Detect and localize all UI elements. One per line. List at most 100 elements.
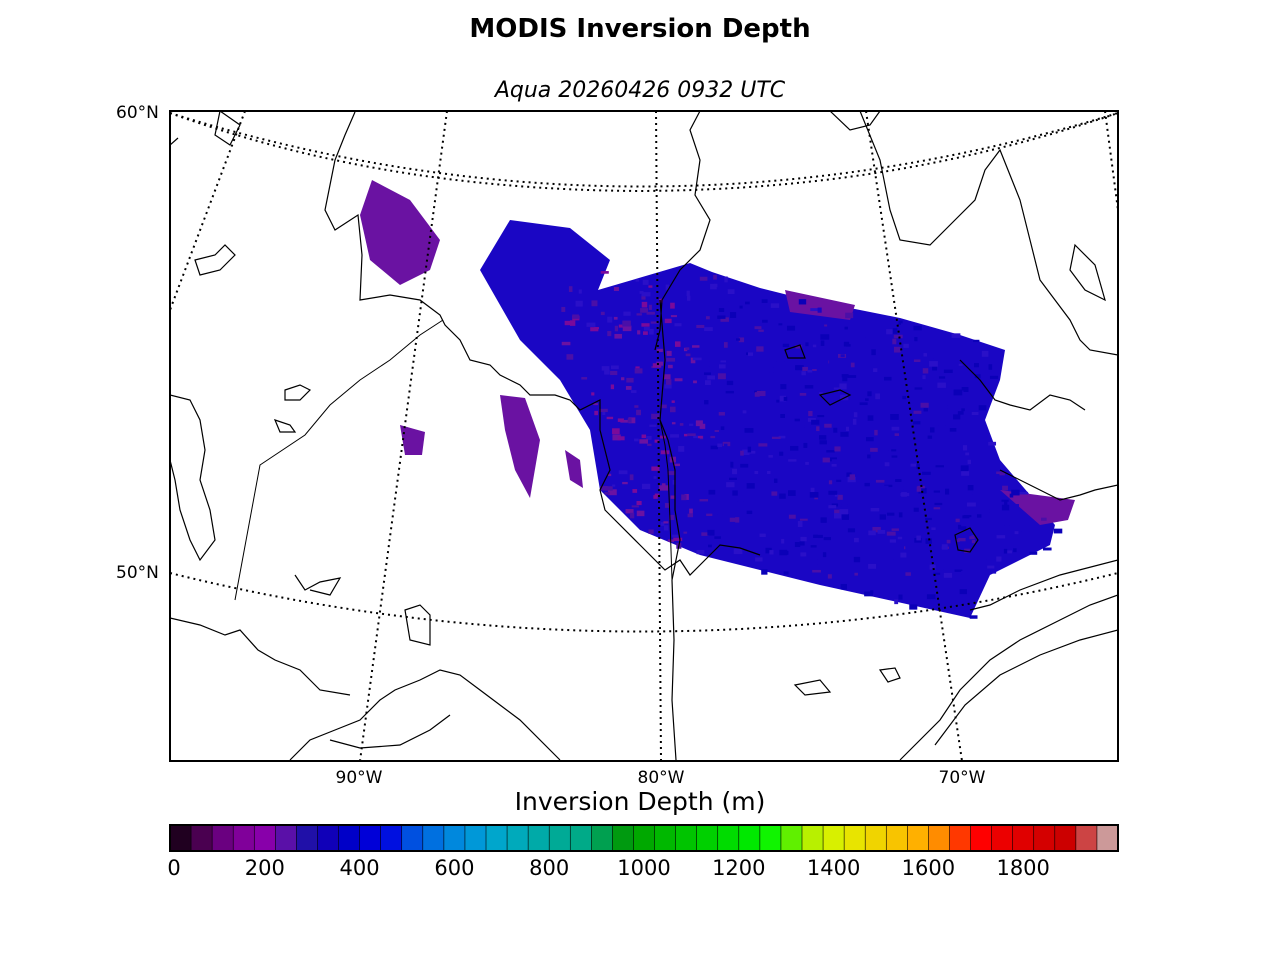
swath-pixel [946,539,951,544]
swath-pixel [933,353,942,359]
colorbar-segment [233,825,255,851]
swath-pixel [905,544,914,551]
st-lawrence [899,559,1118,761]
colorbar-segment [696,825,719,851]
swath-pixel [840,354,845,358]
data-swath [360,180,1075,619]
swath-pixel [566,354,574,360]
swath-pixel [1004,525,1010,532]
colorbar-segment [296,825,318,851]
swath-pixel [957,524,962,530]
colorbar-segment [317,825,340,851]
swath-pixel [916,417,922,420]
colorbar-segment [486,825,508,851]
swath-pixel [945,531,953,536]
swath-pixel [718,308,725,312]
swath-pixel [967,404,977,410]
swath-pixel [955,518,960,523]
swath-pixel [773,478,778,483]
swath-pixel [1001,504,1010,511]
swath-pixel [730,461,734,468]
colorbar-segment [970,825,993,851]
lake [784,344,806,359]
colorbar-segment [359,825,382,851]
swath-pixel [776,399,780,403]
swath-pixel [894,599,899,605]
swath-pixel [799,452,804,458]
swath-pixel [617,436,625,441]
swath-pixel [795,344,802,349]
swath-pixel [889,539,896,543]
swath-pixel [660,522,665,526]
swath-pixel [607,316,613,323]
swath-pixel [951,333,961,338]
swath-pixel [937,382,946,388]
swath-pixel [613,316,618,320]
quebec-coast [859,111,1118,501]
swath-pixel [870,507,880,512]
swath-pixel [710,283,717,290]
swath-pixel [670,434,680,438]
swath-pixel [653,495,658,499]
swath-pixel [822,552,827,558]
swath-pixel [618,470,628,475]
swath-pixel [767,439,776,445]
swath-pixel [640,308,648,313]
swath-pixel [913,325,922,331]
swath-pixel [893,334,903,339]
swath-pixel [926,415,935,419]
swath-pixel [612,428,620,435]
swath-pixel [870,447,878,452]
swath-pixel [961,570,969,575]
swath-pixel [996,471,1002,474]
swath-pixel [686,290,690,297]
swath-pixel [709,361,717,367]
swath-pixel [602,410,606,416]
swath-pixel [641,292,651,297]
swath-pixel [728,296,737,302]
swath-pixel [670,302,675,309]
swath-pixel [654,493,660,496]
swath-pixel [817,307,822,313]
swath-pixel [704,380,711,385]
swath-pixel [835,501,840,505]
swath-pixel [718,412,725,416]
swath-pixel [961,470,970,476]
swath-pixel [991,567,997,574]
swath-pixel [841,514,850,520]
colorbar-tick-label: 1400 [806,856,861,880]
swath-pixel [935,478,943,484]
swath-pixel [913,421,921,425]
swath-pixel [971,411,979,415]
meridian-70w [1104,111,1118,211]
swath-pixel [692,357,702,361]
colorbar-segment [1096,825,1119,851]
swath-pixel [1019,491,1029,495]
lake-st-john [878,667,901,683]
swath-pixel [768,455,773,458]
swath-pixel [673,537,683,541]
swath-pixel [812,569,821,573]
swath-pixel [718,402,723,405]
swath-pixel [886,329,893,335]
swath-pixel [630,512,635,519]
swath-pixel [756,346,764,352]
swath-pixel [945,488,950,495]
swath-pixel [600,271,609,274]
swath-pixel [776,361,785,365]
swath-pixel [895,479,902,482]
swath-pixel [973,363,979,368]
swath-pixel [916,463,920,469]
swath-pixel [636,409,642,416]
swath-pixel [625,509,634,514]
swath-pixel [775,556,784,560]
swath-pixel [926,594,936,600]
swath-pixel [671,400,675,403]
swath-pixel [886,512,895,516]
great-lakes [289,669,561,761]
swath-pixel [746,483,755,489]
colorbar-segment [738,825,761,851]
swath-pixel [745,301,750,305]
swath-pixel [803,442,808,448]
swath-pixel [724,296,730,300]
